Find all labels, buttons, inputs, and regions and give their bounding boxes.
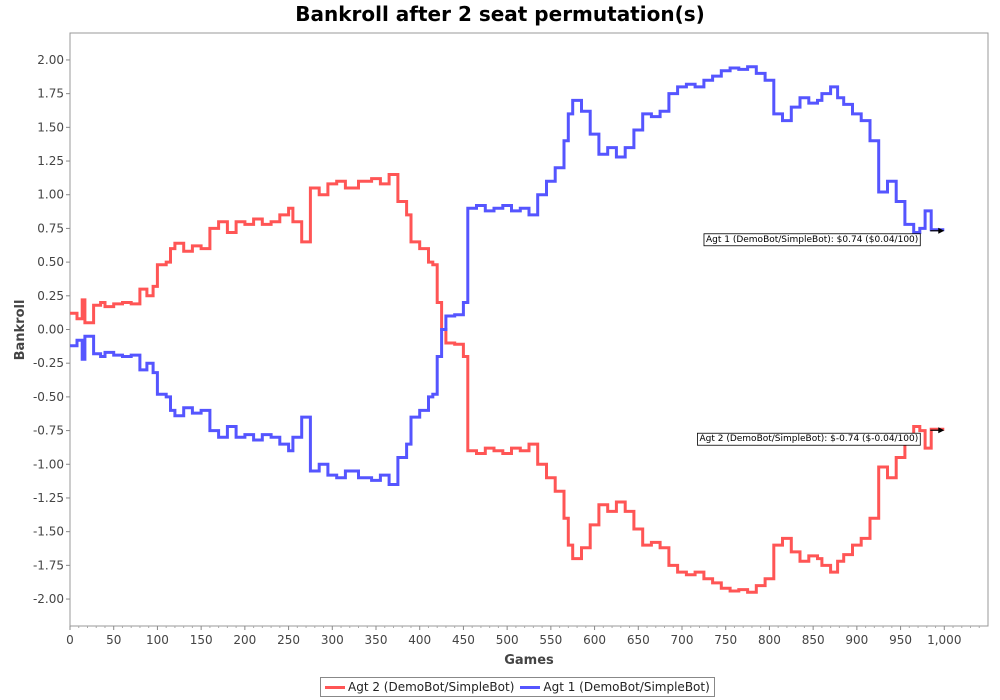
y-tick-label: -2.00 bbox=[33, 592, 64, 606]
x-tick-label: 200 bbox=[233, 633, 256, 647]
annotation-box bbox=[697, 432, 921, 446]
annotation-box bbox=[703, 233, 921, 247]
annotation-arrowhead bbox=[938, 427, 945, 434]
x-tick-label: 300 bbox=[321, 633, 344, 647]
plot-area bbox=[69, 32, 989, 627]
x-tick-label: 600 bbox=[583, 633, 606, 647]
x-tick-label: 1,000 bbox=[927, 633, 961, 647]
y-tick-label: -0.50 bbox=[33, 390, 64, 404]
x-tick-label: 800 bbox=[758, 633, 781, 647]
y-tick-label: -0.25 bbox=[33, 356, 64, 370]
x-tick-label: 450 bbox=[452, 633, 475, 647]
x-tick-label: 350 bbox=[365, 633, 388, 647]
y-tick-label: 1.50 bbox=[37, 120, 64, 134]
x-tick-label: 150 bbox=[190, 633, 213, 647]
x-tick-label: 0 bbox=[66, 633, 74, 647]
x-tick-label: 750 bbox=[714, 633, 737, 647]
y-tick-label: -1.50 bbox=[33, 525, 64, 539]
x-tick-label: 650 bbox=[627, 633, 650, 647]
y-tick-label: -1.75 bbox=[33, 558, 64, 572]
x-tick-label: 250 bbox=[277, 633, 300, 647]
series-line-agt1 bbox=[70, 65, 945, 486]
y-tick-label: -1.00 bbox=[33, 457, 64, 471]
y-axis-title: Bankroll bbox=[13, 300, 28, 361]
annotation-arrowhead bbox=[938, 227, 945, 234]
x-tick-label: 500 bbox=[496, 633, 519, 647]
x-axis-title: Games bbox=[504, 653, 554, 668]
legend-label-agt1: Agt 1 (DemoBot/SimpleBot) bbox=[543, 680, 710, 694]
y-tick-label: 1.00 bbox=[37, 188, 64, 202]
x-tick-label: 850 bbox=[802, 633, 825, 647]
x-tick-label: 950 bbox=[889, 633, 912, 647]
y-axis: 2.00 1.75 1.50 1.25 1.00 0.75 0.50 0.25 0.00 -0.2… bbox=[33, 53, 70, 606]
series-layer bbox=[70, 65, 945, 594]
x-tick-label: 700 bbox=[671, 633, 694, 647]
x-tick-label: 50 bbox=[106, 633, 121, 647]
legend-label-agt2: Agt 2 (DemoBot/SimpleBot) bbox=[348, 680, 515, 694]
annotation-label: Agt 1 (DemoBot/SimpleBot): $0.74 ($0.04/… bbox=[706, 235, 918, 245]
legend-item-agt2: Agt 2 (DemoBot/SimpleBot) bbox=[325, 680, 514, 694]
annotation-layer: Agt 1 (DemoBot/SimpleBot): $0.74 ($0.04/… bbox=[697, 227, 945, 446]
y-tick-label: 0.75 bbox=[37, 221, 64, 235]
y-tick-label: 2.00 bbox=[37, 53, 64, 67]
y-tick-label: -1.25 bbox=[33, 491, 64, 505]
legend-swatch-agt2 bbox=[325, 685, 345, 689]
y-tick-label: 0.25 bbox=[37, 289, 64, 303]
x-axis: 0 50 100 150 200 250 300 350 400 450 500 550 600 650 7… bbox=[66, 626, 980, 647]
y-tick-label: 1.25 bbox=[37, 154, 64, 168]
chart-title: Bankroll after 2 seat permutation(s) bbox=[295, 2, 705, 26]
y-tick-label: 1.75 bbox=[37, 87, 64, 101]
x-tick-label: 900 bbox=[845, 633, 868, 647]
series-line-agt2 bbox=[70, 173, 945, 594]
legend-swatch-agt1 bbox=[520, 685, 541, 689]
x-tick-label: 100 bbox=[146, 633, 169, 647]
legend-item-agt1: Agt 1 (DemoBot/SimpleBot) bbox=[520, 680, 710, 694]
x-tick-label: 550 bbox=[539, 633, 562, 647]
y-tick-label: 0.50 bbox=[37, 255, 64, 269]
y-tick-label: -0.75 bbox=[33, 424, 64, 438]
x-tick-label: 400 bbox=[408, 633, 431, 647]
y-tick-label: 0.00 bbox=[37, 323, 64, 337]
legend: Agt 2 (DemoBot/SimpleBot) Agt 1 (DemoBot… bbox=[320, 677, 715, 697]
annotation-label: Agt 2 (DemoBot/SimpleBot): $-0.74 ($-0.0… bbox=[699, 434, 918, 444]
